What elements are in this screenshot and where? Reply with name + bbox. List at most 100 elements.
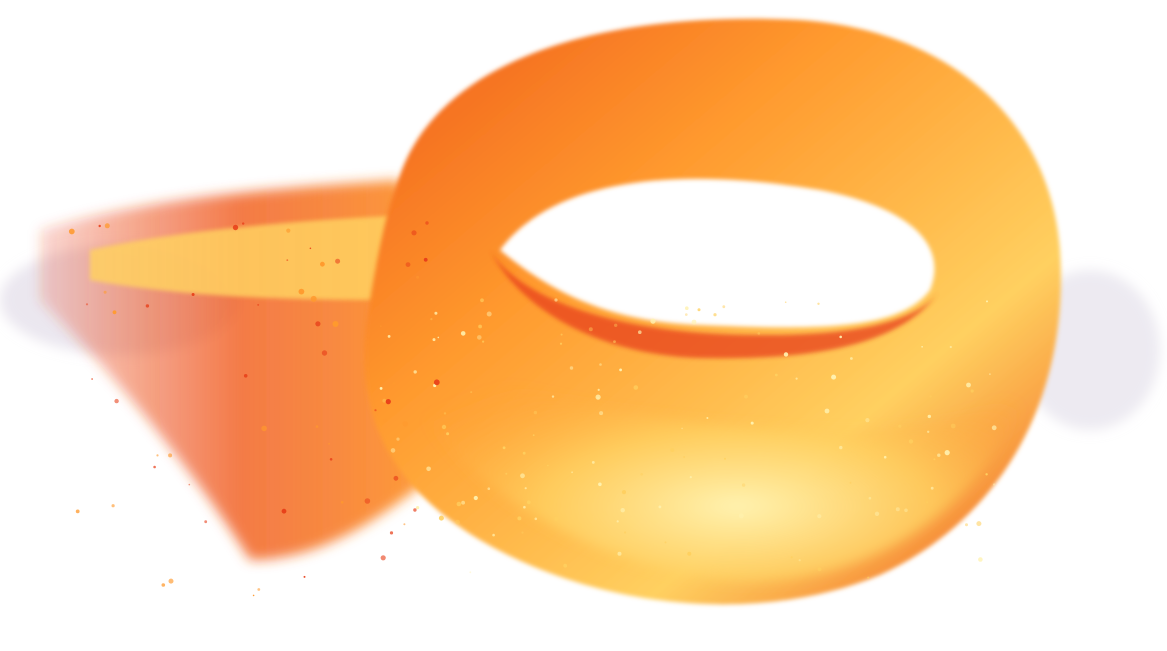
ember (204, 520, 208, 524)
ember (423, 257, 428, 262)
spark (963, 323, 967, 327)
ember (112, 310, 117, 315)
spark (817, 567, 822, 572)
ember (329, 458, 333, 461)
ember (281, 508, 287, 514)
ember (425, 221, 429, 225)
spark (461, 500, 465, 505)
spark (430, 318, 433, 321)
spark (482, 340, 485, 343)
spark (416, 506, 420, 510)
ember (416, 275, 420, 279)
spark (591, 461, 595, 464)
spark (937, 453, 941, 457)
spark (713, 313, 717, 317)
spark (993, 483, 996, 486)
spark (532, 434, 535, 437)
spark (839, 335, 842, 339)
spark (571, 471, 573, 474)
spark (741, 483, 746, 487)
ember (75, 509, 80, 514)
ember (257, 303, 260, 306)
spark (477, 335, 482, 340)
spark (486, 311, 492, 317)
spark (874, 511, 880, 516)
spark (783, 352, 789, 357)
spark (757, 332, 761, 335)
spark (551, 395, 555, 398)
ember (364, 498, 371, 504)
spark (868, 496, 872, 500)
ember (389, 531, 394, 535)
spark (470, 391, 473, 394)
spark (633, 385, 639, 390)
spark (991, 425, 997, 431)
spark (965, 523, 968, 527)
spark (460, 331, 466, 336)
spark (883, 455, 887, 459)
spark (824, 408, 830, 414)
ember (413, 508, 417, 512)
spark (689, 476, 692, 479)
ember (145, 304, 150, 308)
ember (153, 465, 156, 469)
spark (456, 501, 462, 507)
ember (232, 224, 239, 231)
spark (616, 520, 619, 523)
ember (433, 379, 440, 386)
spark (683, 456, 686, 458)
spark (817, 514, 822, 519)
spark (691, 319, 697, 325)
spark (533, 410, 538, 415)
spark (908, 439, 914, 444)
spark (640, 473, 643, 476)
ember (242, 222, 245, 225)
spark (850, 357, 853, 360)
ember (321, 350, 328, 356)
spark (933, 458, 936, 461)
spark (438, 515, 444, 521)
ember (310, 295, 317, 302)
spark (382, 398, 387, 403)
spark-particles (68, 221, 1000, 597)
ember (315, 321, 321, 327)
ember (188, 483, 191, 486)
spark (976, 521, 982, 527)
spark (744, 394, 748, 399)
spark (966, 382, 971, 388)
ember (320, 261, 325, 267)
ember (385, 399, 391, 405)
spark (379, 387, 383, 390)
ember (380, 555, 386, 561)
ember (380, 325, 382, 327)
spark (927, 430, 930, 433)
ember (98, 224, 101, 228)
ember (252, 594, 255, 597)
spark (520, 473, 525, 479)
spark (487, 487, 491, 491)
ember (111, 504, 115, 508)
ember (261, 425, 267, 432)
spark (396, 437, 400, 441)
ember (309, 247, 312, 250)
ember (298, 288, 305, 295)
ember (315, 425, 319, 428)
spark (505, 472, 508, 475)
spark (664, 541, 667, 544)
spark (547, 464, 549, 467)
spark (560, 333, 563, 336)
ember (286, 228, 291, 233)
spark (621, 490, 627, 495)
spark (839, 445, 843, 450)
spark (927, 414, 931, 419)
spark (970, 389, 974, 393)
ember (156, 454, 159, 457)
spark (750, 421, 754, 425)
ember (328, 442, 330, 445)
spark (904, 508, 908, 513)
spark (697, 308, 701, 312)
spark (849, 481, 852, 484)
ember (103, 290, 107, 294)
ember (168, 578, 174, 584)
spark (817, 302, 820, 305)
